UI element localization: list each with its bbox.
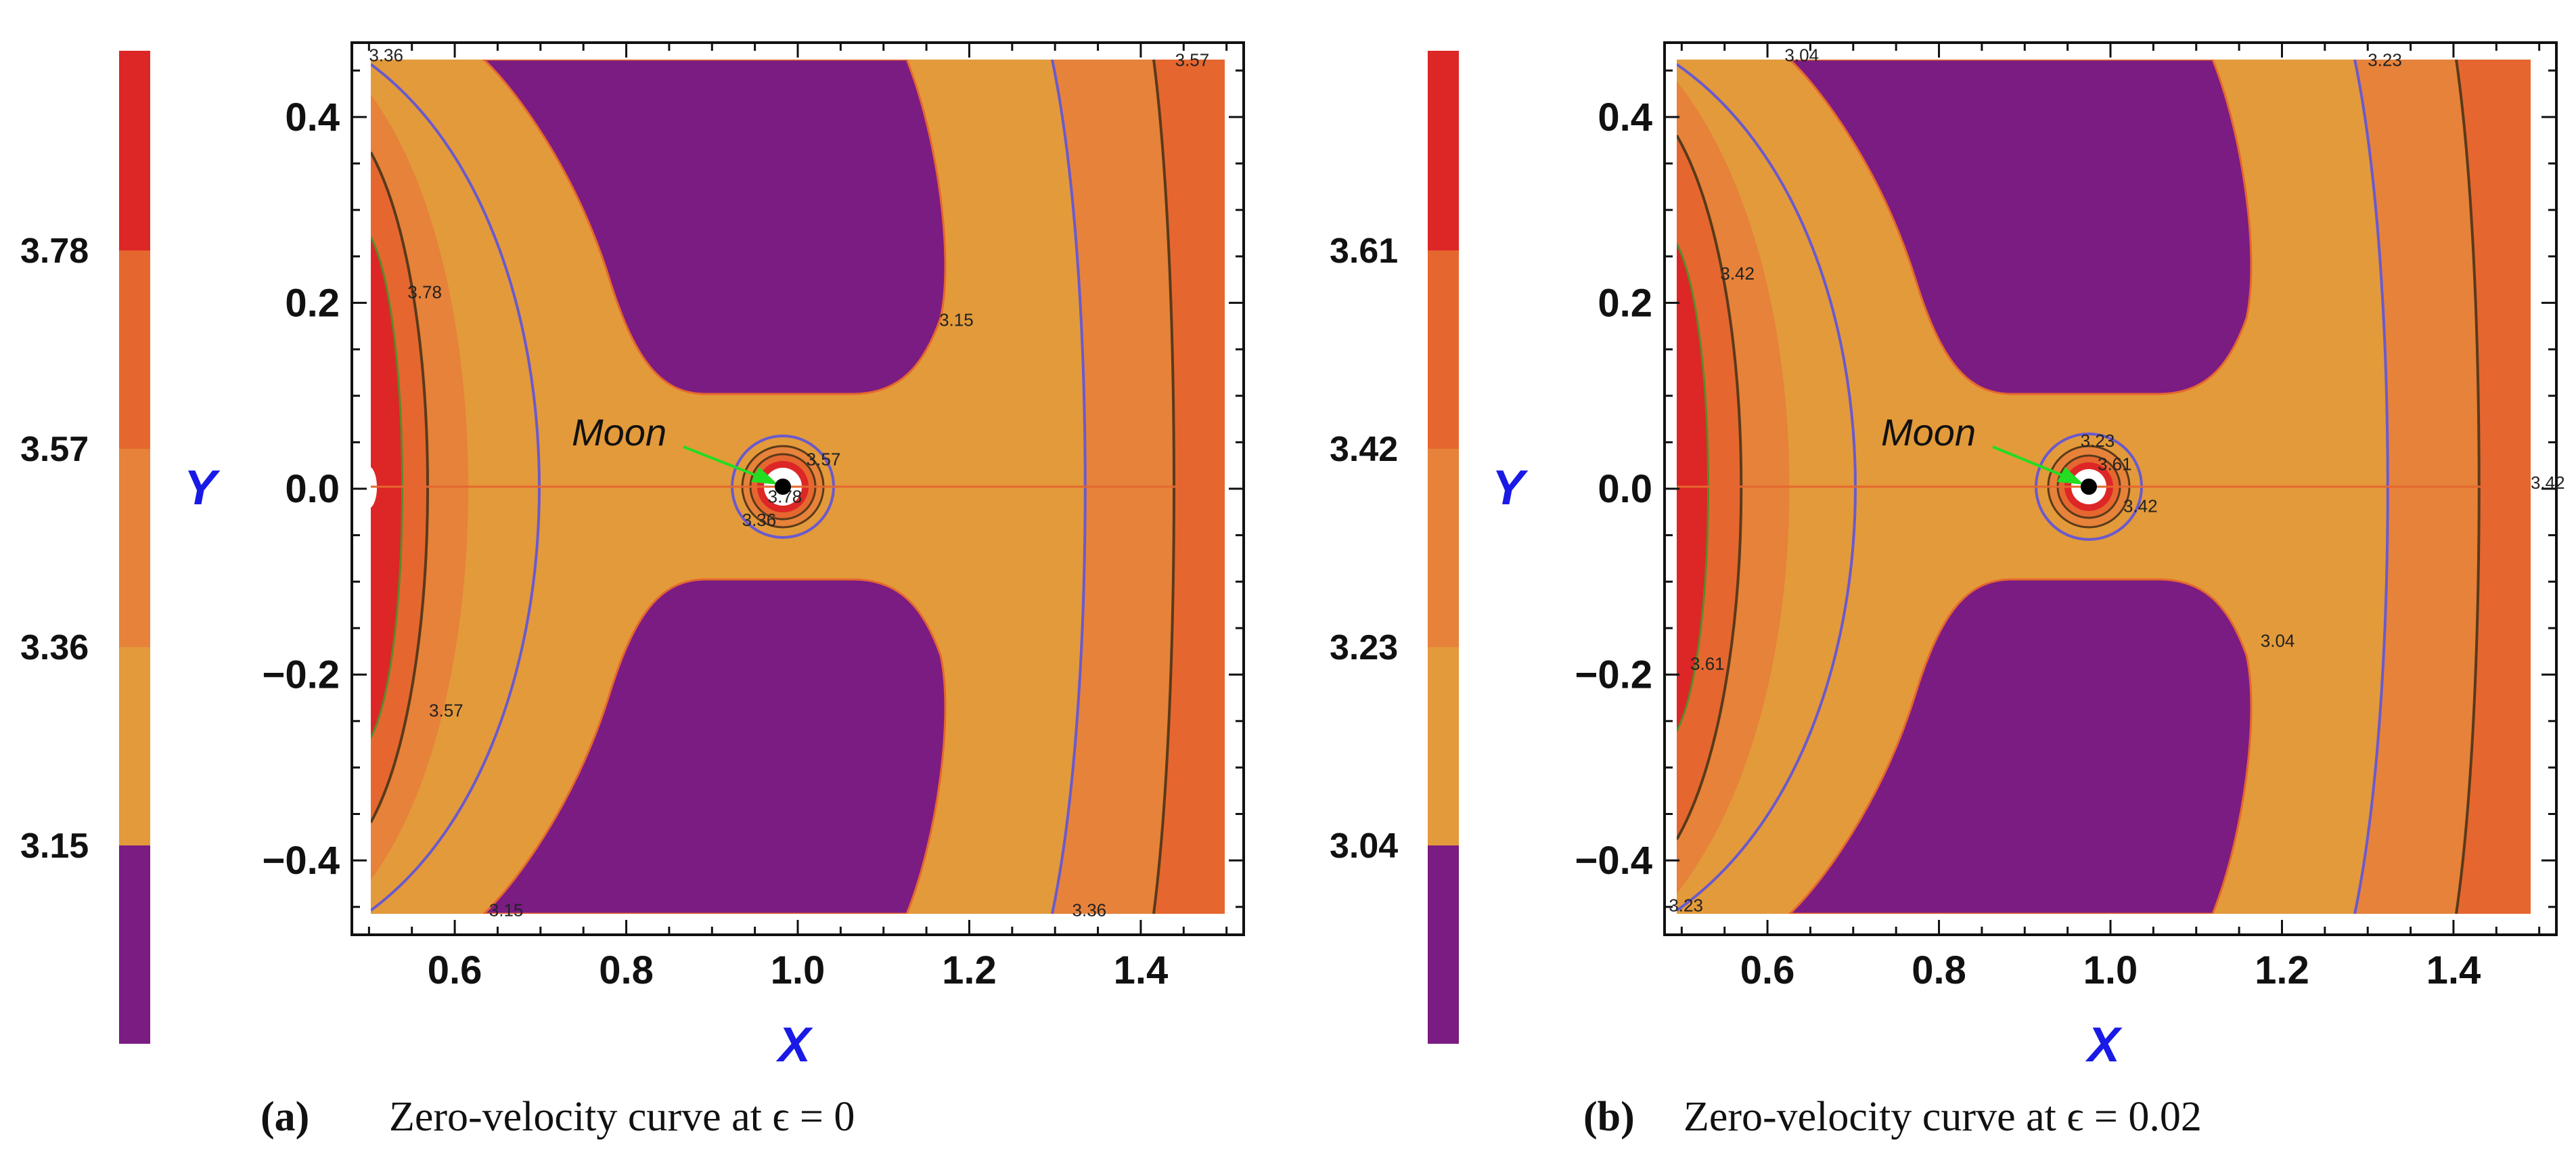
contour-label: 3.36 — [369, 45, 403, 65]
y-tick-label: 0.2 — [1598, 281, 1652, 325]
contour-label: 3.42 — [1720, 263, 1755, 284]
contour-label: 3.36 — [742, 510, 777, 530]
x-tick-label: 0.8 — [1912, 948, 1966, 992]
contour-label: 3.04 — [1784, 45, 1819, 65]
colorbar-b-band-3 — [1428, 250, 1459, 449]
y-tick-label: −0.2 — [263, 653, 340, 697]
colorbar-b-tick: 3.23 — [1330, 628, 1398, 667]
moon-marker-b — [2081, 479, 2097, 495]
moon-arrow-b — [1992, 445, 2073, 481]
contour-label: 3.57 — [429, 700, 464, 720]
contour-label: 3.57 — [807, 449, 841, 470]
y-tick-label: −0.4 — [263, 839, 340, 883]
caption-text-a: Zero-velocity curve at ϵ = 0 — [389, 1094, 855, 1140]
x-tick-label: 0.8 — [599, 948, 654, 992]
y-tick-label: 0.0 — [1598, 467, 1652, 511]
colorbar-b-tick: 3.04 — [1330, 826, 1398, 866]
contour-label: 3.42 — [2531, 472, 2565, 493]
ticks-a: 0.6 0.8 1.0 1.2 1.4 0.4 0.2 0.0 −0.2 −0.4 — [263, 43, 1244, 992]
moon-arrow-a — [683, 445, 767, 481]
colorbar-a: 3.78 3.57 3.36 3.15 — [20, 51, 150, 1044]
y-tick-label: 0.4 — [285, 95, 340, 139]
panel-a: 3.78 3.57 3.36 3.15 — [20, 41, 1245, 1140]
y-tick-label: −0.2 — [1575, 653, 1653, 697]
y-axis-label-b: Y — [1492, 461, 1529, 515]
contour-plot-b — [1677, 60, 2531, 914]
y-axis-label-a: Y — [184, 461, 221, 515]
colorbar-a-tick: 3.57 — [20, 430, 89, 469]
colorbar-b-band-4 — [1428, 51, 1459, 250]
x-tick-label: 1.0 — [2083, 948, 2138, 992]
contour-label: 3.42 — [2123, 495, 2158, 516]
x-axis-label-a: X — [775, 1018, 813, 1072]
region-forbidden-bottom-b — [1788, 578, 2253, 914]
contour-label: 3.57 — [1175, 49, 1210, 70]
caption-letter-a: (a) — [261, 1094, 309, 1140]
x-axis-label-b: X — [2085, 1018, 2123, 1072]
contour-label: 3.23 — [2081, 431, 2115, 451]
contour-labels-b: 3.04 3.23 3.42 3.23 3.61 3.42 3.42 3.61 3.04 3.23 — [1669, 45, 2564, 915]
x-tick-label: 1.0 — [771, 948, 826, 992]
y-tick-label: 0.2 — [285, 281, 340, 325]
y-tick-label: −0.4 — [1575, 839, 1653, 883]
colorbar-b-band-0 — [1428, 845, 1459, 1044]
y-tick-label: 0.4 — [1598, 95, 1652, 139]
contour-label: 3.36 — [1072, 900, 1107, 921]
contour-labels-a: 3.36 3.573.783.153.573.783.363.573.15 3.36 — [369, 45, 1209, 920]
moon-label-b: Moon — [1881, 411, 1976, 454]
moon-arrowhead-a — [751, 467, 778, 485]
caption-text-b: Zero-velocity curve at ϵ = 0.02 — [1684, 1094, 2202, 1140]
colorbar-a-tick: 3.36 — [20, 628, 89, 667]
x-tick-label: 1.4 — [1114, 948, 1169, 992]
colorbar-a-band-2 — [119, 449, 150, 647]
moon-arrowhead-b — [2057, 467, 2084, 485]
colorbar-a-band-0 — [119, 845, 150, 1044]
contour-label: 3.61 — [1690, 654, 1725, 674]
moon-marker-a — [775, 479, 791, 495]
x-tick-label: 1.4 — [2426, 948, 2481, 992]
colorbar-b: 3.61 3.42 3.23 3.04 — [1330, 51, 1459, 1044]
contour-label: 3.15 — [939, 310, 974, 330]
y-tick-label: 0.0 — [285, 467, 340, 511]
colorbar-b-tick: 3.61 — [1330, 231, 1398, 271]
contour-plot-a — [371, 60, 1225, 914]
x-tick-label: 0.6 — [428, 948, 482, 992]
x-tick-label: 1.2 — [2255, 948, 2309, 992]
caption-letter-b: (b) — [1583, 1094, 1635, 1140]
colorbar-a-band-4 — [119, 51, 150, 250]
contour-label: 3.23 — [1669, 896, 1703, 916]
colorbar-a-band-1 — [119, 647, 150, 845]
region-forbidden-top-b — [1788, 60, 2253, 395]
x-tick-label: 0.6 — [1740, 948, 1795, 992]
contour-label: 3.23 — [2368, 49, 2402, 70]
moon-label-a: Moon — [572, 411, 666, 454]
colorbar-a-tick: 3.15 — [20, 826, 89, 866]
colorbar-b-band-2 — [1428, 449, 1459, 647]
contour-label: 3.61 — [2098, 454, 2132, 475]
contour-label: 3.15 — [489, 900, 524, 921]
ticks-b: 0.6 0.8 1.0 1.2 1.4 0.4 0.2 0.0 −0.2 −0.4 — [1575, 43, 2556, 992]
contour-label: 3.04 — [2261, 630, 2295, 650]
panel-b: 3.61 3.42 3.23 3.04 0.6 0 — [1330, 41, 2565, 1140]
contour-label: 3.78 — [407, 282, 442, 303]
colorbar-a-tick: 3.78 — [20, 231, 89, 271]
region-forbidden-top-a — [482, 60, 947, 395]
colorbar-b-tick: 3.42 — [1330, 430, 1398, 469]
x-tick-label: 1.2 — [942, 948, 997, 992]
region-forbidden-bottom-a — [482, 578, 947, 914]
colorbar-a-band-3 — [119, 250, 150, 449]
colorbar-b-band-1 — [1428, 647, 1459, 845]
